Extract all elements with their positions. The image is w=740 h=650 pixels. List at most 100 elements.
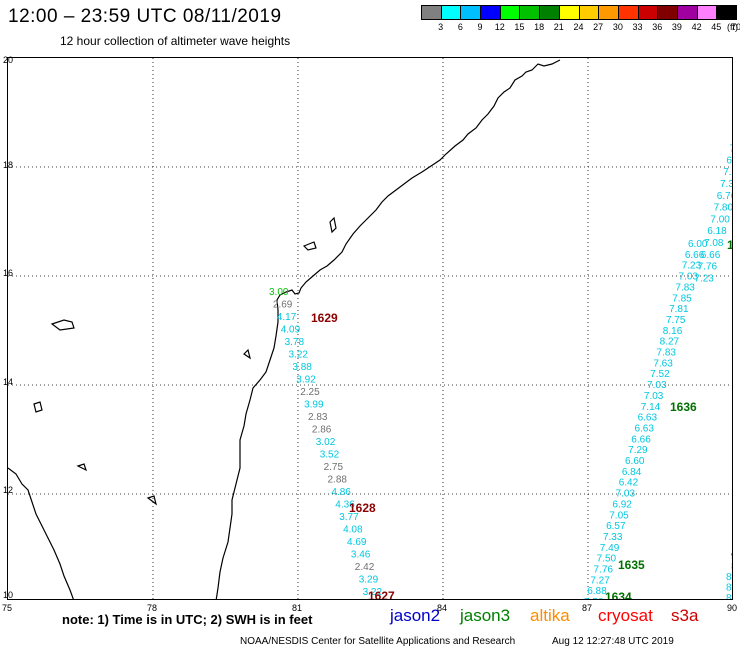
- footer-note: note: 1) Time is in UTC; 2) SWH is in fe…: [62, 612, 313, 627]
- legend-swatches: [421, 5, 737, 20]
- legend-swatch: [716, 5, 737, 20]
- swh-value-east: 8.16: [663, 326, 683, 337]
- legend-tick-label: 3: [438, 22, 444, 32]
- legend-swatch: [421, 5, 442, 20]
- legend-swatch: [499, 5, 521, 20]
- swh-value-east: 6.57: [606, 521, 626, 532]
- swh-value-west: 3.92: [296, 375, 316, 386]
- swh-value-east: 7.85: [672, 293, 692, 304]
- swh-value-east: 7.27: [590, 575, 610, 586]
- swh-value-edge: 8.51: [726, 593, 733, 600]
- swh-value-west: 3.77: [339, 512, 359, 523]
- lat-tick-label: 16: [3, 268, 14, 279]
- swh-value-west: 2.42: [355, 562, 375, 573]
- map-canvas: 3.002.694.174.093.783.223.883.922.253.99…: [8, 58, 733, 600]
- legend-tick-label: 27: [593, 22, 604, 32]
- swh-value-edge: 9.: [731, 551, 733, 562]
- coastline: [8, 59, 561, 599]
- legend-tick-label: 24: [573, 22, 584, 32]
- swh-value-east: 7.05: [609, 510, 629, 521]
- legend-swatch: [696, 5, 718, 20]
- swh-value-west: 3.00: [269, 287, 289, 298]
- legend-tick-label: 21: [553, 22, 564, 32]
- legend-swatch: [440, 5, 462, 20]
- swh-value-west: 2.25: [300, 387, 320, 398]
- legend-tick-label: 39: [671, 22, 682, 32]
- legend-swatch: [617, 5, 639, 20]
- swh-value-east: 6.84: [622, 467, 642, 478]
- lon-tick-label: 78: [147, 603, 158, 613]
- pass-time-label: 16: [727, 238, 733, 252]
- swh-value-east: 7.49: [600, 543, 620, 554]
- swh-value-east: 7.75: [666, 315, 686, 326]
- lat-tick-label: 10: [3, 590, 14, 600]
- swh-value-west: 4.86: [331, 487, 351, 498]
- map-frame: 3.00 2.69 4.17 4.09 3.78 3.22 3.88 3.92 2.25 3.99…: [7, 57, 733, 600]
- legend-tick-label: 30: [612, 22, 623, 32]
- swh-value-east: 7.76: [594, 565, 614, 576]
- swh-value-east: 7.63: [653, 358, 673, 369]
- swh-value-west: 4.69: [347, 537, 367, 548]
- swh-value-east: 6.63: [638, 413, 658, 424]
- legend-tick-label: 6: [457, 22, 463, 32]
- swh-value-east: 8.27: [660, 337, 680, 348]
- swh-value-east: 7.81: [669, 304, 689, 315]
- swh-value-west: 3.29: [359, 575, 379, 586]
- swh-value-east: 7.29: [628, 445, 648, 456]
- swh-value-west: 2.75: [324, 462, 344, 473]
- swh-value-east: 6.88: [587, 586, 607, 597]
- lon-tick-label: 87: [582, 603, 593, 613]
- swh-value-edge: 8.: [731, 562, 733, 573]
- legend-swatch: [519, 5, 541, 20]
- lat-tick-label: 12: [3, 485, 14, 496]
- swh-value-east: 7.03: [616, 489, 636, 500]
- pass-time-label: 1634: [605, 590, 632, 600]
- swh-value-far-east: 6.66: [701, 250, 721, 261]
- swh-value-west: 3.22: [363, 587, 383, 598]
- satellite-label-jason2: jason2: [390, 606, 441, 625]
- satellite-label-cryosat: cryosat: [598, 606, 653, 625]
- island-c: [50, 319, 75, 331]
- lat-lon-grid: [8, 58, 732, 599]
- swh-value-east: 6.66: [631, 434, 651, 445]
- legend-unit: (ft): [727, 22, 738, 32]
- pass-time-label: 1628: [349, 501, 376, 515]
- swh-value-east: 7.33: [603, 532, 623, 543]
- swh-value-east: 7.50: [597, 554, 617, 565]
- swh-value-far-east: 6.76: [717, 191, 733, 202]
- legend-tick-label: 15: [514, 22, 525, 32]
- swh-value-west: 2.69: [273, 300, 293, 311]
- swh-value-far-east: 7.: [730, 144, 733, 155]
- lat-tick-label: 20: [3, 55, 14, 65]
- island-d: [33, 401, 43, 413]
- swh-value-edge: 8.3: [726, 572, 733, 583]
- swh-value-east: 7.03: [647, 380, 667, 391]
- swh-value-west: 3.46: [351, 550, 371, 561]
- swh-value-west: 2.88: [328, 475, 348, 486]
- island-f: [146, 495, 157, 506]
- page-subtitle: 12 hour collection of altimeter wave hei…: [60, 34, 291, 48]
- satellite-label-jason3: jason3: [460, 606, 511, 625]
- island-b: [302, 241, 317, 251]
- swh-value-far-east: 7.80: [714, 203, 733, 214]
- swh-value-west: 4.09: [281, 325, 301, 336]
- page-title: 12:00 – 23:59 UTC 08/11/2019: [8, 6, 282, 27]
- swh-value-west: 4.36: [335, 500, 355, 511]
- swh-value-east: 7.03: [679, 272, 699, 283]
- swh-value-east: 7.52: [650, 369, 670, 380]
- altimeter-tracks: 3.002.694.174.093.783.223.883.922.253.99…: [269, 144, 733, 600]
- swh-value-east: 6.00: [688, 239, 708, 250]
- legend-ticks: (ft) 3 6 9 12 15 18 21 24 27 30 33 36 39 42 45 70: [421, 20, 740, 32]
- swh-value-west: 2.83: [308, 412, 328, 423]
- swh-value-east: 7.23: [682, 261, 702, 272]
- legend-swatch: [460, 5, 482, 20]
- pass-time-label: 1627: [368, 589, 395, 600]
- legend-swatch: [598, 5, 619, 20]
- legend-tick-label: 12: [494, 22, 505, 32]
- legend-swatch: [558, 5, 580, 20]
- swh-value-west: 3.78: [285, 337, 305, 348]
- lon-tick-label: 81: [292, 603, 303, 613]
- satellite-label-altika: altika: [530, 606, 570, 625]
- swh-value-west: 4.17: [277, 312, 297, 323]
- swh-value-east: 7.03: [644, 391, 664, 402]
